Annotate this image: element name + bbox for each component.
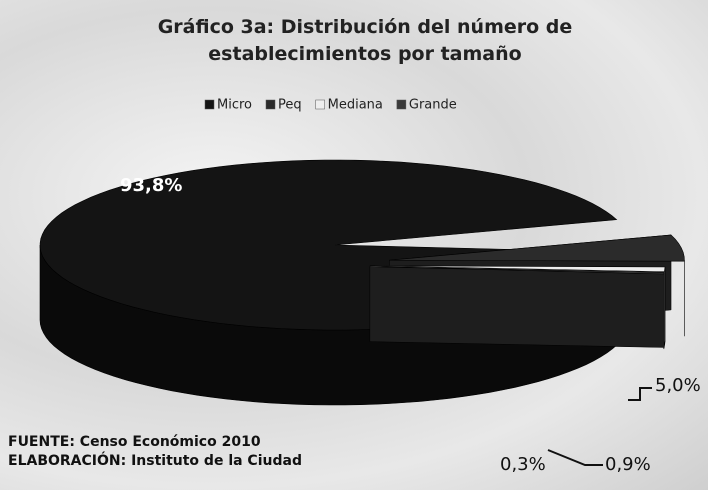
legend-swatch xyxy=(397,100,406,109)
legend-swatch xyxy=(205,100,214,109)
chart: Gráfico 3a: Distribución del número de e… xyxy=(0,0,708,490)
legend-swatch xyxy=(316,100,325,109)
data-label: 5,0% xyxy=(655,375,701,396)
data-label: 0,9% xyxy=(605,454,651,475)
legend-label: Micro xyxy=(217,98,252,113)
legend-label: Grande xyxy=(409,98,457,113)
legend-label: Peq xyxy=(278,98,302,113)
source-note: ELABORACIÓN: Instituto de la Ciudad xyxy=(8,451,302,469)
source-note: FUENTE: Censo Económico 2010 xyxy=(8,434,261,450)
slice-wall xyxy=(370,267,664,348)
data-label: 0,3% xyxy=(500,454,546,475)
plot: Micro Peq Mediana Grande 93,8% 5,0% 0,9% 0,3% FU… xyxy=(0,0,708,490)
legend-label: Mediana xyxy=(328,98,383,113)
leader-line xyxy=(548,450,603,465)
leader-line xyxy=(628,388,652,400)
data-label: 93,8% xyxy=(120,175,182,196)
legend-swatch xyxy=(266,100,275,109)
